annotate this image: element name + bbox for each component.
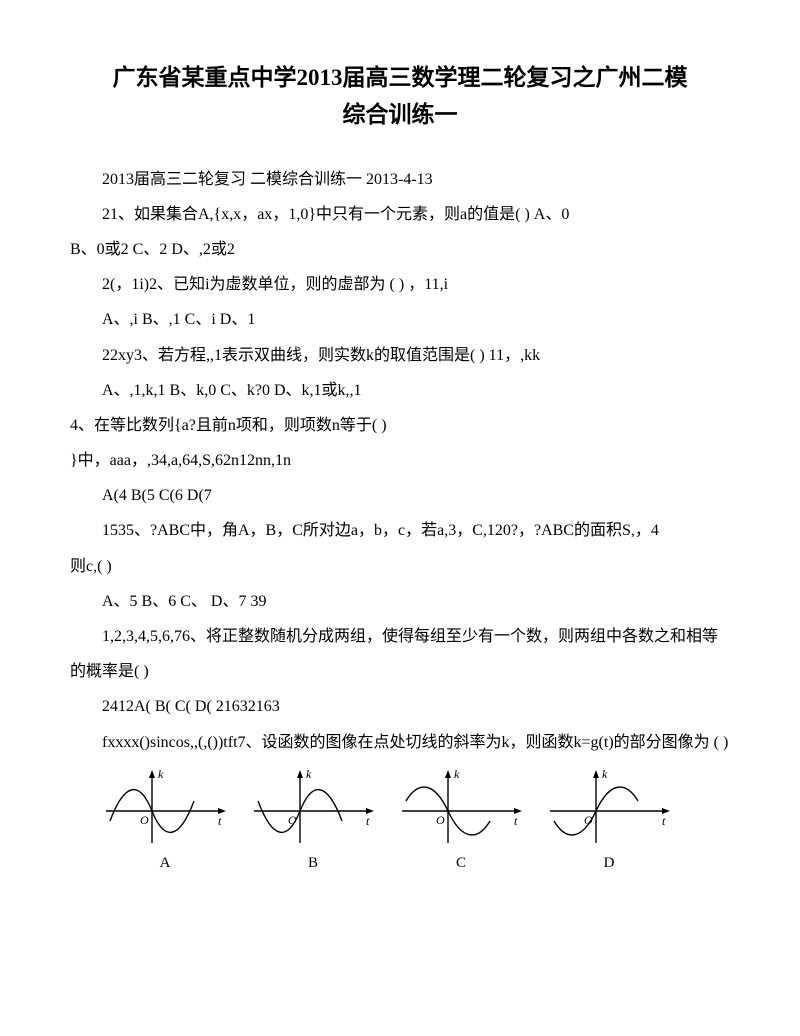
body-line: A、,1,k,1 B、k,0 C、k?0 D、k,1或k,,1: [70, 373, 730, 408]
svg-text:t: t: [514, 814, 518, 828]
graph-row: k t O Ak t O Bk t O Ck t O D: [100, 766, 730, 872]
title-line-1: 广东省某重点中学2013届高三数学理二轮复习之广州二模: [113, 65, 688, 90]
body-line: }中，aaa，,34,a,64,S,62n12nn,1n: [70, 443, 730, 478]
graph-option: k t O A: [100, 766, 230, 872]
svg-text:k: k: [158, 767, 164, 781]
svg-text:O: O: [288, 813, 297, 827]
svg-text:k: k: [602, 767, 608, 781]
title-line-2: 综合训练一: [343, 102, 458, 127]
body-line: B、0或2 C、2 D、,2或2: [70, 232, 730, 267]
graph-plot: k t O: [100, 766, 230, 851]
body-line: 22xy3、若方程,,1表示双曲线，则实数k的取值范围是( ) 11，,kk: [70, 338, 730, 373]
graph-option-label: C: [456, 855, 466, 872]
svg-text:k: k: [454, 767, 460, 781]
graph-option-label: D: [604, 855, 615, 872]
graph-plot: k t O: [396, 766, 526, 851]
svg-text:O: O: [584, 813, 593, 827]
svg-text:t: t: [366, 814, 370, 828]
page: 广东省某重点中学2013届高三数学理二轮复习之广州二模 综合训练一 2013届高…: [0, 0, 800, 1036]
body-line: 2013届高三二轮复习 二模综合训练一 2013-4-13: [70, 162, 730, 197]
body-line: 则c,( ): [70, 549, 730, 584]
body-line: 1,2,3,4,5,6,76、将正整数随机分成两组，使得每组至少有一个数，则两组…: [70, 619, 730, 689]
svg-text:O: O: [140, 813, 149, 827]
svg-text:k: k: [306, 767, 312, 781]
body-line: A、,i B、,1 C、i D、1: [70, 302, 730, 337]
body-line: 2(，1i)2、已知i为虚数单位，则的虚部为 ( ) ，11,i: [70, 267, 730, 302]
graph-option-label: A: [160, 855, 171, 872]
body-line: fxxxx()sincos,,(,())tft7、设函数的图像在点处切线的斜率为…: [70, 725, 730, 760]
graph-plot: k t O: [248, 766, 378, 851]
svg-text:O: O: [436, 813, 445, 827]
svg-text:t: t: [218, 814, 222, 828]
body-line: A、5 B、6 C、 D、7 39: [70, 584, 730, 619]
svg-text:t: t: [662, 814, 666, 828]
graph-plot: k t O: [544, 766, 674, 851]
graph-option: k t O B: [248, 766, 378, 872]
document-title: 广东省某重点中学2013届高三数学理二轮复习之广州二模 综合训练一: [70, 60, 730, 134]
body-line: 1535、?ABC中，角A，B，C所对边a，b，c，若a,3，C,120?，?A…: [70, 513, 730, 548]
graph-option: k t O C: [396, 766, 526, 872]
body-line: 4、在等比数列{a?且前n项和，则项数n等于( ): [70, 408, 730, 443]
graph-option: k t O D: [544, 766, 674, 872]
graph-option-label: B: [308, 855, 318, 872]
body-line: 2412A( B( C( D( 21632163: [70, 689, 730, 724]
body-line: 21、如果集合A,{x,x，ax，1,0}中只有一个元素，则a的值是( ) A、…: [70, 197, 730, 232]
body-line: A(4 B(5 C(6 D(7: [70, 478, 730, 513]
